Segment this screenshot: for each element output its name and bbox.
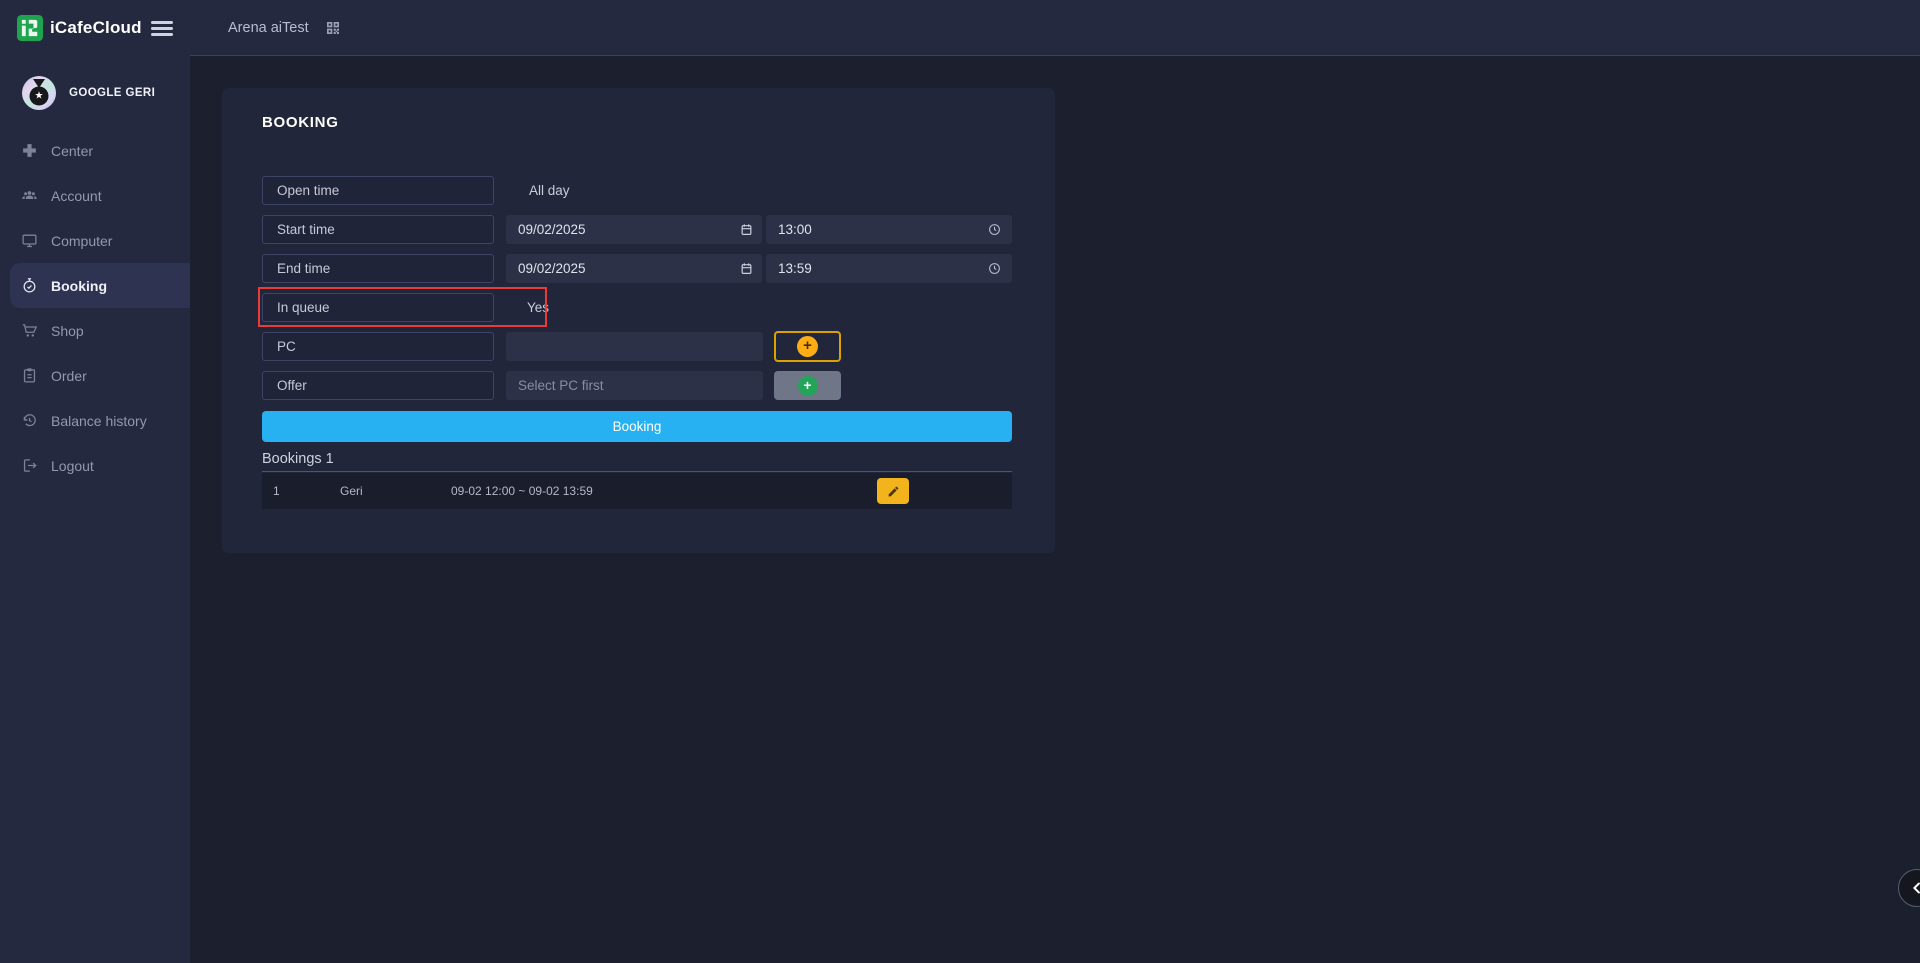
- booking-index: 1: [273, 484, 280, 498]
- sidebar-item-order[interactable]: Order: [0, 353, 190, 398]
- pencil-icon: [887, 485, 900, 498]
- icafecloud-logo-icon: [17, 15, 43, 41]
- offer-label: Offer: [262, 371, 494, 400]
- chevron-left-icon: [1908, 879, 1920, 897]
- topbar: Arena aiTest: [190, 0, 1920, 56]
- order-icon: [21, 367, 38, 384]
- account-icon: [21, 187, 38, 204]
- end-time-field[interactable]: 13:59: [766, 254, 1012, 283]
- clock-icon[interactable]: [988, 223, 1001, 236]
- sidebar-item-balance-history[interactable]: Balance history: [0, 398, 190, 443]
- sidebar-item-label: Booking: [51, 277, 107, 294]
- sidebar-item-label: Center: [51, 142, 94, 159]
- booking-icon: [21, 277, 38, 294]
- start-time-field[interactable]: 13:00: [766, 215, 1012, 244]
- collapse-panel-toggle[interactable]: [1898, 869, 1920, 907]
- sidebar-item-shop[interactable]: Shop: [0, 308, 190, 353]
- sidebar-item-label: Computer: [51, 232, 113, 249]
- pc-label: PC: [262, 332, 494, 361]
- end-date-field[interactable]: 09/02/2025: [506, 254, 762, 283]
- sidebar-item-label: Shop: [51, 322, 84, 339]
- sidebar-menu: Center Account Computer Booking Shop Ord…: [0, 128, 190, 488]
- shop-icon: [21, 322, 38, 339]
- calendar-icon[interactable]: [740, 223, 753, 236]
- panel-title: BOOKING: [262, 114, 339, 131]
- sidebar: iCafeCloud GOOGLE GERI Center Account Co…: [0, 0, 190, 963]
- edit-booking-button[interactable]: [877, 478, 909, 504]
- booking-form: Open time All day Start time 09/02/2025 …: [262, 176, 1012, 509]
- add-pc-button[interactable]: +: [774, 331, 841, 362]
- pc-input[interactable]: [506, 332, 763, 361]
- divider: [262, 471, 1012, 472]
- end-date-value: 09/02/2025: [518, 261, 586, 276]
- end-time-label: End time: [262, 254, 494, 283]
- app-logo-text: iCafeCloud: [50, 18, 142, 37]
- bookings-heading: Bookings 1: [262, 451, 334, 467]
- logout-icon: [21, 457, 38, 474]
- start-time-row: Start time 09/02/2025 13:00: [262, 215, 1012, 244]
- clock-icon[interactable]: [988, 262, 1001, 275]
- booking-time-range: 09-02 12:00 ~ 09-02 13:59: [451, 484, 593, 498]
- open-time-value: All day: [529, 183, 570, 198]
- balance-history-icon: [21, 412, 38, 429]
- user-name: GOOGLE GERI: [69, 87, 156, 99]
- sidebar-item-label: Logout: [51, 457, 94, 474]
- start-time-value: 13:00: [778, 222, 812, 237]
- calendar-icon[interactable]: [740, 262, 753, 275]
- platinum-medal-avatar: [22, 76, 56, 110]
- plus-icon: +: [797, 336, 818, 357]
- offer-input[interactable]: [506, 371, 763, 400]
- start-date-value: 09/02/2025: [518, 222, 586, 237]
- sidebar-item-logout[interactable]: Logout: [0, 443, 190, 488]
- sidebar-item-center[interactable]: Center: [0, 128, 190, 173]
- open-time-row: Open time All day: [262, 176, 1012, 205]
- start-time-label: Start time: [262, 215, 494, 244]
- start-date-field[interactable]: 09/02/2025: [506, 215, 762, 244]
- offer-row: Offer +: [262, 371, 1012, 400]
- pc-row: PC +: [262, 331, 1012, 362]
- in-queue-value: Yes: [527, 300, 550, 315]
- computer-icon: [21, 232, 38, 249]
- qr-code-icon[interactable]: [325, 20, 341, 36]
- center-name: Arena aiTest: [228, 19, 309, 36]
- sidebar-item-label: Balance history: [51, 412, 147, 429]
- in-queue-row: In queue Yes: [262, 293, 1012, 322]
- booking-name: Geri: [340, 484, 363, 498]
- sidebar-item-account[interactable]: Account: [0, 173, 190, 218]
- end-time-row: End time 09/02/2025 13:59: [262, 254, 1012, 283]
- end-time-value: 13:59: [778, 261, 812, 276]
- confirm-offer-button[interactable]: +: [774, 371, 841, 400]
- booking-list-row: 1 Geri 09-02 12:00 ~ 09-02 13:59: [262, 473, 1012, 509]
- in-queue-label: In queue: [262, 293, 494, 322]
- plus-icon: +: [797, 375, 818, 396]
- center-icon: [21, 142, 38, 159]
- user-profile: GOOGLE GERI: [0, 56, 190, 110]
- booking-panel: BOOKING Open time All day Start time 09/…: [222, 88, 1055, 553]
- sidebar-item-label: Order: [51, 367, 87, 384]
- sidebar-item-booking[interactable]: Booking: [10, 263, 190, 308]
- hamburger-menu-icon[interactable]: [151, 18, 173, 39]
- sidebar-item-computer[interactable]: Computer: [0, 218, 190, 263]
- app-logo: iCafeCloud: [17, 15, 142, 41]
- booking-submit-button[interactable]: Booking: [262, 411, 1012, 442]
- open-time-label: Open time: [262, 176, 494, 205]
- sidebar-item-label: Account: [51, 187, 102, 204]
